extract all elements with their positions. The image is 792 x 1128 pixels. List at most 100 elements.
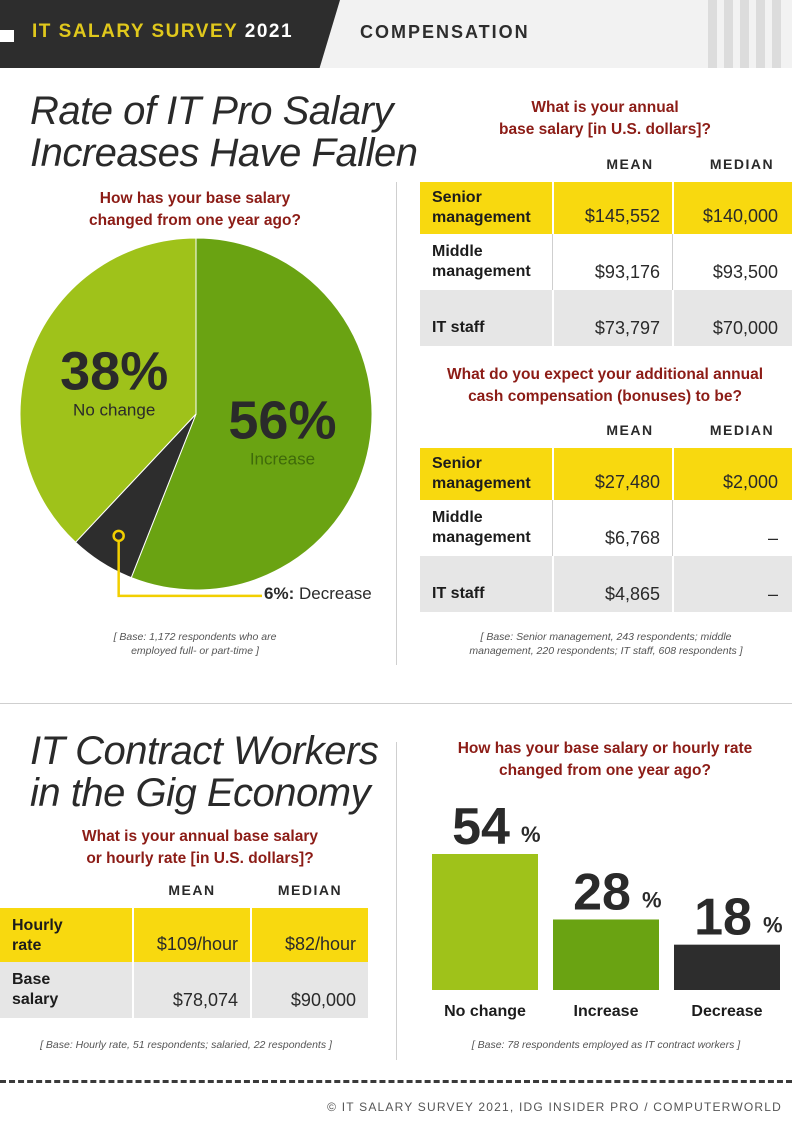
bar-chart-question: How has your base salary or hourly rate … <box>418 738 792 782</box>
section2-title: IT Contract Workers in the Gig Economy <box>30 729 379 815</box>
section1-title-line1: Rate of IT Pro Salary <box>30 89 393 133</box>
column-header-median: MEDIAN <box>709 422 775 438</box>
contract-salary-table: MEAN MEDIAN Hourly rate $109/hour $82/hou… <box>0 876 368 1018</box>
survey-year: 2021 <box>244 21 294 42</box>
pie-note-line1: [ Base: 1,172 respondents who are <box>113 631 277 643</box>
bonus-note-line2: management, 220 respondents; IT staff, 6… <box>469 645 743 657</box>
pie-percent-label: 56% <box>228 390 336 450</box>
header-stripe <box>708 0 717 68</box>
contract-question-line2: or hourly rate [in U.S. dollars]? <box>86 850 314 867</box>
table-row: Middle management $93,176 $93,500 <box>420 234 792 290</box>
footer-rule <box>0 1080 792 1083</box>
section-label: COMPENSATION <box>360 22 530 42</box>
contract-question-line1: What is your annual base salary <box>81 828 319 845</box>
pie-category-label: Increase <box>250 449 315 468</box>
decrease-callout: 6%: Decrease <box>264 584 372 604</box>
mean-value: $6,768 <box>604 528 660 548</box>
median-value: $140,000 <box>702 206 778 226</box>
section2-title-line1: IT Contract Workers <box>30 729 379 773</box>
table-row: Base salary $78,074 $90,000 <box>0 962 368 1018</box>
bar-base-note: [ Base: 78 respondents employed as IT co… <box>471 1039 741 1051</box>
median-value: – <box>767 584 778 604</box>
table-row: Hourly rate $109/hour $82/hour <box>0 908 368 962</box>
median-value: $82/hour <box>284 934 356 954</box>
bonus-note-line1: [ Base: Senior management, 243 responden… <box>480 631 732 643</box>
median-value: $90,000 <box>290 990 356 1010</box>
header-dark-band <box>0 0 340 68</box>
median-value: $93,500 <box>712 262 778 282</box>
bar-question-line2: changed from one year ago? <box>499 762 711 779</box>
table-row: Senior management $27,480 $2,000 <box>420 448 792 500</box>
pie-question: How has your base salary changed from on… <box>30 188 360 232</box>
pie-question-line1: How has your base salary <box>99 190 291 207</box>
contract-salary-question: What is your annual base salary or hourl… <box>30 826 370 870</box>
bonus-base-note: [ Base: Senior management, 243 responden… <box>420 630 792 658</box>
bonus-question-line1: What do you expect your additional annua… <box>446 366 764 383</box>
bar-category-label: Decrease <box>691 1003 762 1020</box>
table-row: IT staff $4,865 – <box>420 556 792 612</box>
row-label: Base salary <box>12 971 59 1008</box>
bonus-table: MEAN MEDIAN Senior management $27,480 $2,… <box>420 416 792 612</box>
bar-value-label: 54 <box>452 798 510 856</box>
pie-note-line2: employed full- or part-time ] <box>131 645 259 657</box>
mean-value: $93,176 <box>594 262 660 282</box>
mean-value: $27,480 <box>594 472 660 492</box>
header-stripe <box>756 0 765 68</box>
mean-value: $109/hour <box>156 934 238 954</box>
column-header-median: MEDIAN <box>709 156 775 172</box>
bar-increase <box>553 919 659 990</box>
bar-percent-sign: % <box>521 822 541 847</box>
section-divider <box>0 703 792 704</box>
pie-question-line2: changed from one year ago? <box>89 212 301 229</box>
base-salary-question-line1: What is your annual <box>531 99 679 116</box>
decrease-connector-dot <box>112 529 125 543</box>
base-salary-table: MEAN MEDIAN Senior management $145,552 $1… <box>420 150 792 346</box>
pie-chart: 56%Increase 38%No change <box>19 237 373 598</box>
bar-value-label: 18 <box>694 889 752 947</box>
table-row: Middle management $6,768 – <box>420 500 792 556</box>
section2-title-line2: in the Gig Economy <box>30 771 371 815</box>
mean-value: $78,074 <box>172 990 238 1010</box>
table-row: Senior management $145,552 $140,000 <box>420 182 792 234</box>
section1-title: Rate of IT Pro Salary Increases Have Fal… <box>30 89 418 175</box>
header-stripe <box>724 0 733 68</box>
footer-credit: © IT SALARY SURVEY 2021, IDG INSIDER PRO… <box>327 1100 782 1114</box>
header-tab-marker <box>0 30 14 42</box>
mean-value: $4,865 <box>604 584 660 604</box>
pie-category-label: No change <box>73 401 155 420</box>
row-label: IT staff <box>432 319 485 336</box>
bar-percent-sign: % <box>763 913 783 938</box>
row-label: IT staff <box>432 585 485 602</box>
row-label: Middle management <box>432 509 531 546</box>
bonus-question-line2: cash compensation (bonuses) to be? <box>468 388 742 405</box>
survey-label: IT SALARY SURVEY <box>32 21 238 42</box>
bar-value-label: 28 <box>573 863 631 921</box>
row-label: Middle management <box>432 243 531 280</box>
section1-title-line2: Increases Have Fallen <box>30 131 418 175</box>
decrease-percent: 6%: <box>264 584 295 603</box>
base-salary-question: What is your annual base salary [in U.S.… <box>418 97 792 141</box>
decrease-text: Decrease <box>298 584 372 603</box>
page-header: IT SALARY SURVEY 2021 COMPENSATION <box>0 0 792 68</box>
bar-no-change <box>432 854 538 990</box>
pie-base-note: [ Base: 1,172 respondents who are employ… <box>60 630 330 658</box>
bar-chart: 54 % No change 28 % Increase 18 % Decrease <box>432 798 783 1020</box>
header-stripe <box>740 0 749 68</box>
pie-slice-increase <box>130 237 373 591</box>
median-value: $70,000 <box>712 318 778 338</box>
median-value: – <box>767 528 778 548</box>
table-row: IT staff $73,797 $70,000 <box>420 290 792 346</box>
section1-divider <box>396 182 397 665</box>
decrease-connector-line <box>117 535 262 598</box>
median-value: $2,000 <box>722 472 778 492</box>
column-header-mean: MEAN <box>606 156 654 172</box>
section2-divider <box>396 742 397 1060</box>
column-header-median: MEDIAN <box>277 882 343 898</box>
pie-percent-label: 38% <box>60 342 168 402</box>
survey-title: IT SALARY SURVEY 2021 <box>32 21 293 43</box>
bar-category-label: Increase <box>574 1003 639 1020</box>
row-label: Senior management <box>432 455 531 492</box>
column-header-mean: MEAN <box>606 422 654 438</box>
bar-question-line1: How has your base salary or hourly rate <box>457 740 753 757</box>
column-header-mean: MEAN <box>168 882 216 898</box>
